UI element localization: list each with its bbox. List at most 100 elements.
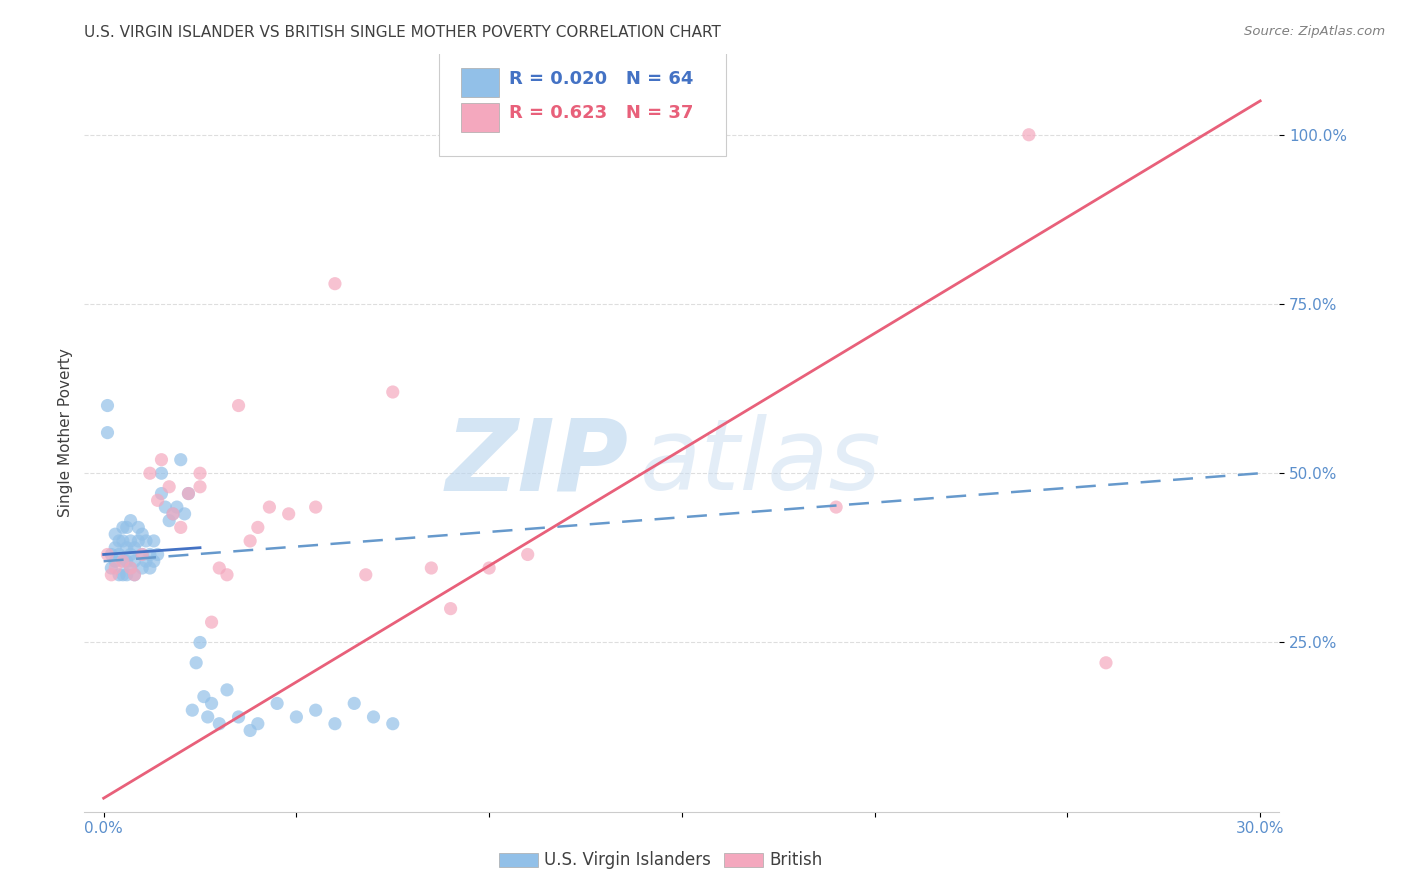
Point bbox=[354, 567, 377, 582]
Point bbox=[124, 567, 146, 582]
Point bbox=[157, 514, 180, 528]
Point bbox=[215, 682, 238, 697]
Text: ZIP: ZIP bbox=[446, 415, 628, 511]
Point bbox=[120, 548, 142, 562]
Point bbox=[127, 520, 149, 534]
Point bbox=[323, 277, 346, 291]
Point bbox=[200, 615, 222, 630]
Text: R = 0.020   N = 64: R = 0.020 N = 64 bbox=[509, 70, 693, 87]
Point bbox=[478, 561, 501, 575]
Point bbox=[135, 554, 157, 568]
Point bbox=[166, 500, 188, 514]
Point bbox=[439, 601, 461, 615]
Point bbox=[181, 703, 204, 717]
Text: British: British bbox=[769, 851, 823, 869]
Point bbox=[96, 548, 118, 562]
Point bbox=[157, 480, 180, 494]
Point bbox=[142, 554, 165, 568]
Point bbox=[170, 452, 193, 467]
Point bbox=[188, 467, 211, 481]
Point bbox=[108, 533, 131, 548]
Point bbox=[246, 520, 269, 534]
Text: U.S. Virgin Islanders: U.S. Virgin Islanders bbox=[544, 851, 711, 869]
FancyBboxPatch shape bbox=[439, 50, 725, 156]
Point bbox=[115, 541, 138, 555]
Point bbox=[825, 500, 848, 514]
Point bbox=[305, 500, 328, 514]
Point bbox=[188, 635, 211, 649]
Point bbox=[96, 425, 118, 440]
Point bbox=[111, 520, 134, 534]
Point bbox=[323, 716, 346, 731]
Y-axis label: Single Mother Poverty: Single Mother Poverty bbox=[58, 348, 73, 517]
Point bbox=[108, 548, 131, 562]
Point bbox=[150, 452, 173, 467]
Point bbox=[285, 710, 308, 724]
Point bbox=[277, 507, 299, 521]
Point bbox=[124, 541, 146, 555]
Point bbox=[124, 554, 146, 568]
Point bbox=[516, 548, 538, 562]
Point bbox=[215, 567, 238, 582]
Point bbox=[139, 548, 162, 562]
Point bbox=[139, 467, 162, 481]
Point bbox=[709, 128, 731, 142]
Text: atlas: atlas bbox=[640, 415, 882, 511]
Point bbox=[111, 554, 134, 568]
Point bbox=[131, 527, 153, 541]
Point bbox=[1018, 128, 1040, 142]
Text: R = 0.623   N = 37: R = 0.623 N = 37 bbox=[509, 104, 693, 122]
Point bbox=[135, 533, 157, 548]
Point bbox=[343, 697, 366, 711]
Point bbox=[131, 548, 153, 562]
Point bbox=[115, 520, 138, 534]
Point bbox=[197, 710, 219, 724]
Point bbox=[671, 128, 693, 142]
Point bbox=[381, 384, 404, 399]
Point bbox=[200, 697, 222, 711]
Point bbox=[115, 567, 138, 582]
Point bbox=[208, 561, 231, 575]
Point bbox=[188, 480, 211, 494]
Point bbox=[104, 527, 127, 541]
Point bbox=[104, 561, 127, 575]
Point bbox=[150, 486, 173, 500]
Point bbox=[115, 554, 138, 568]
Point bbox=[150, 467, 173, 481]
Point bbox=[170, 520, 193, 534]
Point bbox=[162, 507, 184, 521]
Point bbox=[100, 548, 122, 562]
Point bbox=[104, 554, 127, 568]
Point bbox=[100, 561, 122, 575]
Point bbox=[1095, 656, 1118, 670]
Point bbox=[111, 567, 134, 582]
Point bbox=[111, 554, 134, 568]
Text: U.S. VIRGIN ISLANDER VS BRITISH SINGLE MOTHER POVERTY CORRELATION CHART: U.S. VIRGIN ISLANDER VS BRITISH SINGLE M… bbox=[84, 25, 721, 40]
Point bbox=[208, 716, 231, 731]
Point bbox=[111, 533, 134, 548]
Point bbox=[177, 486, 200, 500]
Point bbox=[146, 548, 169, 562]
FancyBboxPatch shape bbox=[461, 68, 499, 96]
Point bbox=[100, 567, 122, 582]
Point bbox=[239, 723, 262, 738]
Point bbox=[259, 500, 281, 514]
Point bbox=[381, 716, 404, 731]
Text: Source: ZipAtlas.com: Source: ZipAtlas.com bbox=[1244, 25, 1385, 38]
Point bbox=[120, 514, 142, 528]
Point bbox=[246, 716, 269, 731]
Point bbox=[139, 561, 162, 575]
Point bbox=[127, 533, 149, 548]
Point bbox=[131, 548, 153, 562]
Point bbox=[96, 399, 118, 413]
Point bbox=[173, 507, 195, 521]
FancyBboxPatch shape bbox=[461, 103, 499, 132]
Point bbox=[120, 561, 142, 575]
Point bbox=[104, 541, 127, 555]
Point bbox=[120, 533, 142, 548]
Point bbox=[142, 533, 165, 548]
Point bbox=[162, 507, 184, 521]
Point bbox=[266, 697, 288, 711]
Point bbox=[239, 533, 262, 548]
Point bbox=[420, 561, 443, 575]
